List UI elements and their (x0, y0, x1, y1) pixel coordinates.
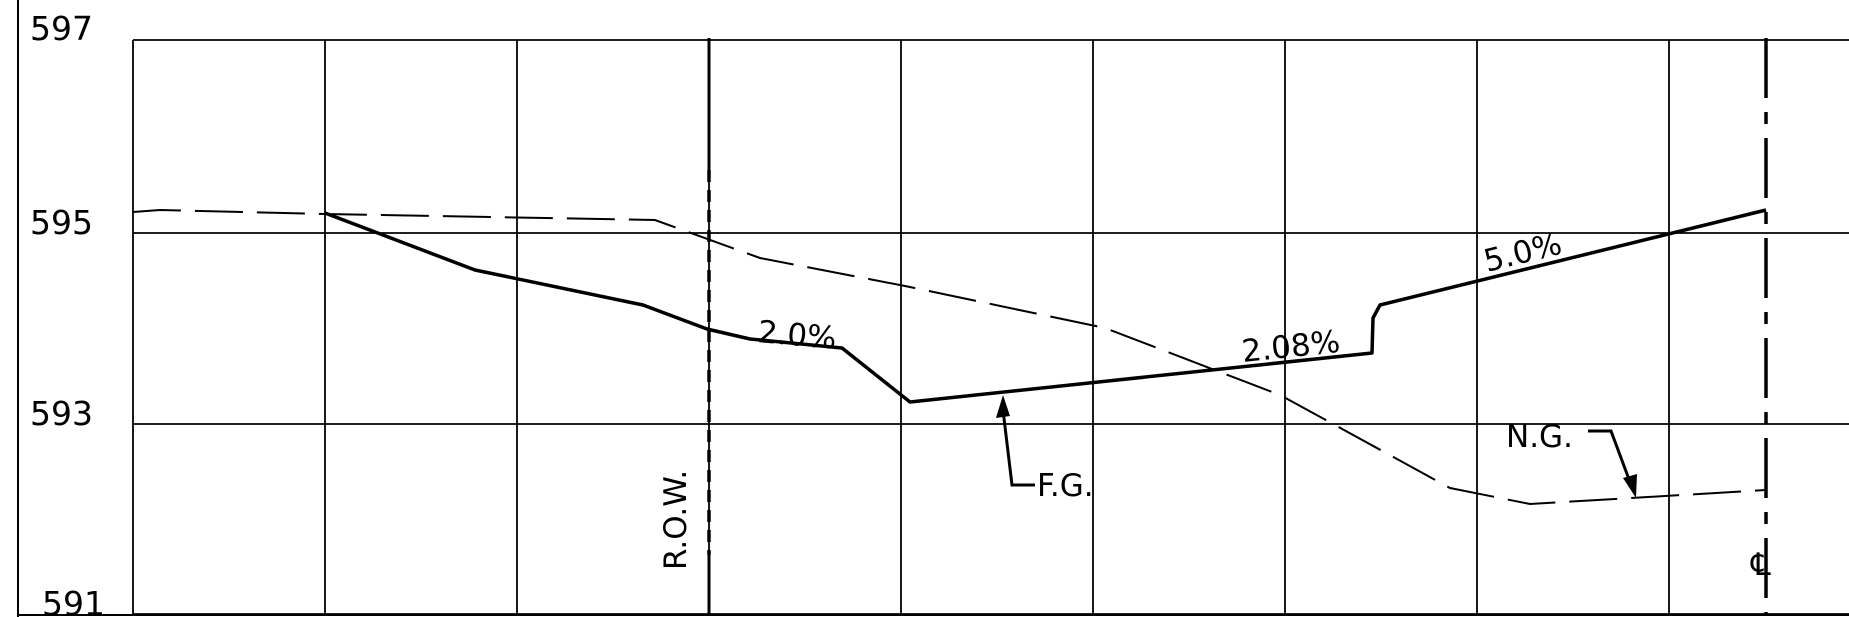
elevation-label-593: 593 (30, 394, 93, 433)
natural-ground-profile (132, 208, 1767, 506)
centerline-symbol: ℄ (1750, 547, 1771, 583)
fg-label: F.G. (1037, 468, 1094, 504)
ng-label: N.G. (1506, 419, 1573, 455)
elevation-label-595: 595 (30, 203, 93, 242)
slope-label-2-08: 2.08% (1240, 324, 1342, 370)
elevation-label-597: 597 (30, 9, 93, 48)
finished-grade-profile (324, 208, 1767, 404)
ng-leader (1588, 429, 1637, 498)
sheet-border (17, 0, 1849, 617)
elevation-grid (132, 39, 1849, 615)
elevation-label-591: 591 (42, 584, 105, 617)
fg-leader (996, 395, 1035, 487)
row-label: R.O.W. (658, 470, 694, 570)
slope-label-2-0: 2.0% (756, 314, 838, 357)
